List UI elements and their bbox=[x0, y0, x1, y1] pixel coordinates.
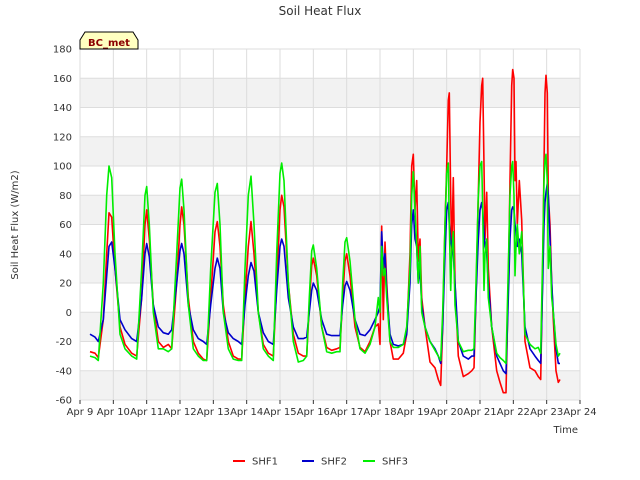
y-tick-label: -40 bbox=[56, 366, 72, 377]
y-tick-label: 20 bbox=[59, 279, 72, 290]
legend-label-shf1: SHF1 bbox=[252, 457, 278, 468]
x-tick-label: Apr 14 bbox=[230, 407, 263, 418]
y-axis-ticks: -60 -40 -20 0 20 40 60 80 100 120 140 160 180 bbox=[53, 45, 72, 407]
x-tick-label: Apr 21 bbox=[463, 407, 496, 418]
band-140 bbox=[80, 78, 580, 108]
x-tick-label: Apr 15 bbox=[263, 407, 296, 418]
x-tick-label: Apr 20 bbox=[430, 407, 463, 418]
x-tick-label: Apr 22 bbox=[497, 407, 530, 418]
y-tick-label: -60 bbox=[56, 396, 72, 407]
y-tick-label: -20 bbox=[56, 337, 72, 348]
x-tick-label: Apr 10 bbox=[97, 407, 130, 418]
chart-title: Soil Heat Flux bbox=[279, 4, 362, 18]
x-tick-label: Apr 12 bbox=[163, 407, 196, 418]
band-100 bbox=[80, 136, 580, 166]
y-tick-label: 180 bbox=[53, 45, 72, 56]
band--20 bbox=[80, 312, 580, 342]
legend-label-shf2: SHF2 bbox=[321, 457, 347, 468]
x-axis-label: Time bbox=[553, 425, 578, 436]
series-lines bbox=[89, 68, 561, 394]
y-tick-label: 100 bbox=[53, 162, 72, 173]
x-tick-label: Apr 17 bbox=[330, 407, 363, 418]
x-tick-label: Apr 13 bbox=[197, 407, 230, 418]
series-line-shf3 bbox=[89, 153, 561, 365]
legend: SHF1 SHF2 SHF3 bbox=[233, 457, 408, 468]
y-tick-label: 60 bbox=[59, 220, 72, 231]
site-badge-box bbox=[79, 31, 139, 50]
x-tick-label: Apr 11 bbox=[130, 407, 163, 418]
band--60 bbox=[80, 370, 580, 400]
band-20 bbox=[80, 253, 580, 283]
x-tick-label: Apr 19 bbox=[397, 407, 430, 418]
band-60 bbox=[80, 195, 580, 225]
x-tick-label: Apr 24 bbox=[563, 407, 596, 418]
y-tick-label: 80 bbox=[59, 191, 72, 202]
site-badge-text: BC_met bbox=[88, 38, 130, 49]
x-axis-ticks: Apr 9 Apr 10 Apr 11 Apr 12 Apr 13 Apr 14 Apr 1… bbox=[67, 400, 597, 418]
background-bands bbox=[80, 78, 580, 400]
site-badge: BC_met bbox=[79, 31, 139, 50]
y-axis-label: Soil Heat Flux (W/m2) bbox=[10, 170, 21, 279]
x-tick-label: Apr 23 bbox=[530, 407, 563, 418]
x-tick-label: Apr 18 bbox=[363, 407, 396, 418]
legend-label-shf3: SHF3 bbox=[382, 457, 408, 468]
y-tick-label: 0 bbox=[66, 308, 72, 319]
x-tick-label: Apr 16 bbox=[297, 407, 330, 418]
y-tick-label: 160 bbox=[53, 74, 72, 85]
y-tick-label: 140 bbox=[53, 103, 72, 114]
y-tick-label: 120 bbox=[53, 132, 72, 143]
y-tick-label: 40 bbox=[59, 249, 72, 260]
x-tick-label: Apr 9 bbox=[67, 407, 94, 418]
